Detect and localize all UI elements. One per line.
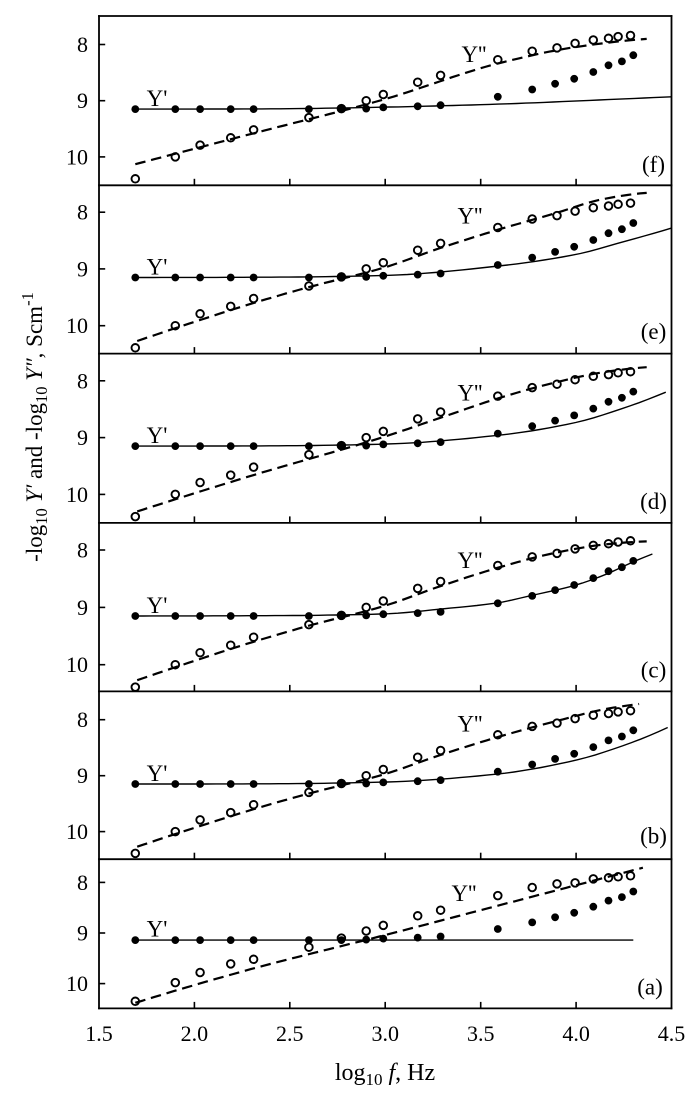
svg-text:10: 10 [66,819,88,844]
svg-text:(e): (e) [641,319,667,344]
svg-text:Y': Y' [147,593,168,618]
svg-text:Y'': Y'' [458,711,483,736]
svg-text:log10 f, Hz: log10 f, Hz [335,1060,435,1089]
svg-text:2.5: 2.5 [276,1021,304,1046]
svg-text:10: 10 [66,313,88,338]
svg-text:10: 10 [66,482,88,507]
svg-text:9: 9 [77,595,88,620]
svg-text:2.0: 2.0 [181,1021,209,1046]
svg-text:8: 8 [77,707,88,732]
svg-text:8: 8 [77,368,88,393]
svg-text:Y': Y' [147,255,168,280]
svg-text:10: 10 [66,652,88,677]
svg-text:8: 8 [77,538,88,563]
svg-text:9: 9 [77,425,88,450]
svg-text:3.0: 3.0 [371,1021,399,1046]
svg-text:Y'': Y'' [462,42,487,67]
svg-text:4.0: 4.0 [562,1021,590,1046]
svg-text:9: 9 [77,256,88,281]
svg-text:Y': Y' [147,423,168,448]
svg-text:8: 8 [77,32,88,57]
svg-text:Y'': Y'' [458,381,483,406]
svg-text:(f): (f) [642,152,665,177]
svg-text:8: 8 [77,870,88,895]
svg-text:(a): (a) [637,975,663,1000]
svg-text:9: 9 [77,88,88,113]
svg-text:Y'': Y'' [452,881,477,906]
svg-text:8: 8 [77,200,88,225]
svg-text:(b): (b) [640,824,667,849]
svg-text:4.5: 4.5 [658,1021,686,1046]
svg-text:10: 10 [66,971,88,996]
svg-text:10: 10 [66,144,88,169]
svg-text:Y'': Y'' [458,203,483,228]
svg-text:Y'': Y'' [458,548,483,573]
svg-text:Y': Y' [147,761,168,786]
svg-text:(d): (d) [640,489,667,514]
svg-text:(c): (c) [641,657,667,682]
svg-text:1.5: 1.5 [85,1021,113,1046]
svg-text:9: 9 [77,921,88,946]
svg-text:Y': Y' [147,917,168,942]
svg-text:Y': Y' [147,86,168,111]
svg-text:9: 9 [77,763,88,788]
svg-text:3.5: 3.5 [467,1021,495,1046]
